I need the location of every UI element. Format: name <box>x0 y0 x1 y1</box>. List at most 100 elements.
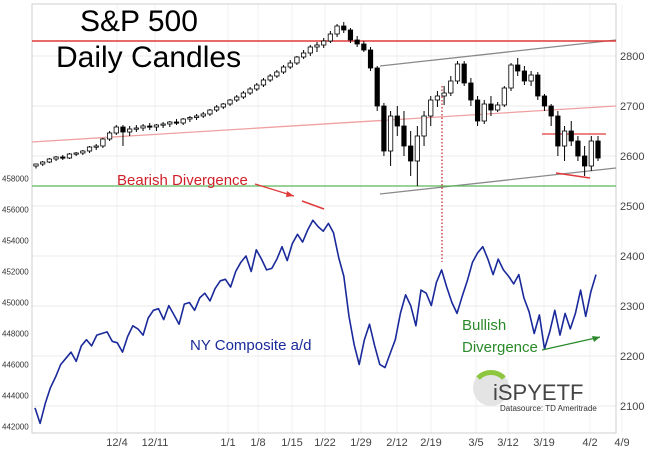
right-tick-label: 2600 <box>620 151 644 163</box>
candle-body-down <box>341 25 347 31</box>
candle <box>53 156 59 161</box>
channel-lower <box>379 167 617 195</box>
brand-logo-mark <box>473 370 509 406</box>
candle <box>441 86 447 105</box>
candle <box>40 161 46 166</box>
bullish-arrowhead <box>592 336 600 342</box>
x-tick-label: 4/2 <box>582 437 597 449</box>
candle <box>354 36 360 47</box>
candle <box>100 138 106 148</box>
candle-body-down <box>515 64 521 72</box>
candle <box>582 146 588 176</box>
candle <box>33 163 39 169</box>
candle-body-down <box>173 121 180 124</box>
trend-channel <box>379 39 617 195</box>
candle <box>595 136 601 161</box>
candle <box>461 61 467 86</box>
candle-body-up <box>321 40 327 46</box>
candle <box>254 83 260 91</box>
left-tick-label: 456000 <box>2 206 29 215</box>
candle <box>495 102 501 112</box>
right-tick-label: 2300 <box>620 301 644 313</box>
candle <box>387 111 394 166</box>
candle <box>347 28 354 43</box>
candle-body-down <box>461 63 467 84</box>
candle <box>193 114 200 120</box>
candle-body-up <box>127 128 133 133</box>
candle <box>127 126 133 136</box>
x-tick-label: 1/29 <box>350 437 371 449</box>
candle-body-down <box>595 140 601 159</box>
candle-body-up <box>240 92 247 98</box>
candle <box>401 111 407 156</box>
candle <box>515 58 521 76</box>
candle <box>220 103 226 109</box>
candle <box>434 91 441 107</box>
candle-body-up <box>414 135 420 162</box>
chart-subtitle: Daily Candles <box>56 41 241 74</box>
candle <box>394 106 400 136</box>
candle <box>414 126 420 186</box>
left-tick-label: 450000 <box>2 299 29 308</box>
candle-body-up <box>234 96 240 101</box>
candle-body-up <box>421 115 427 137</box>
candle-body-up <box>153 124 160 128</box>
candle-body-up <box>454 63 461 82</box>
x-tick-label: 3/12 <box>497 437 518 449</box>
candle-body-up <box>227 99 233 105</box>
candle <box>454 61 461 84</box>
candle-body-down <box>374 67 380 107</box>
candle <box>408 131 414 176</box>
bullish-divergence-label-line2: Divergence <box>462 339 538 356</box>
candle <box>508 63 514 91</box>
brand-logo-arc <box>476 370 506 380</box>
candle-body-up <box>167 121 173 125</box>
candle <box>361 41 367 52</box>
candle-body-up <box>80 150 86 154</box>
left-tick-label: 452000 <box>2 268 29 277</box>
candle-body-up <box>46 158 52 163</box>
candle <box>173 119 180 125</box>
candle-body-up <box>193 115 200 118</box>
candle <box>568 121 574 146</box>
left-tick-label: 458000 <box>2 175 29 184</box>
candle <box>327 31 333 43</box>
left-tick-label: 454000 <box>2 237 29 246</box>
candle-body-up <box>561 130 568 147</box>
x-tick-label: 1/22 <box>314 437 335 449</box>
candle <box>481 100 487 124</box>
candle-body-up <box>481 103 487 122</box>
x-tick-label: 3/19 <box>533 437 554 449</box>
x-tick-label: 3/5 <box>468 437 483 449</box>
candle-body-up <box>508 64 514 89</box>
candle-body-down <box>535 74 541 97</box>
candle-body-down <box>361 43 367 51</box>
candle-body-up <box>160 123 166 126</box>
candle-body-down <box>488 103 494 111</box>
candle <box>314 42 320 52</box>
x-tick-label: 1/8 <box>250 437 265 449</box>
candle <box>120 125 126 146</box>
candle <box>180 118 186 125</box>
candle <box>448 76 454 96</box>
candle <box>200 112 206 118</box>
candle <box>468 78 474 106</box>
brand-logo: iSPYETF Datasource: TD Ameritrade <box>473 370 597 413</box>
candle-body-up <box>187 117 193 120</box>
candle <box>541 94 548 111</box>
candle <box>214 105 220 112</box>
left-tick-label: 448000 <box>2 330 29 339</box>
left-tick-label: 446000 <box>2 361 29 370</box>
candle-body-up <box>220 103 226 108</box>
candle <box>73 152 79 156</box>
x-axis-ticks: 12/4 12/11 1/1 1/8 1/15 1/22 1/29 2/12 2/19 3/5 3/… <box>106 437 629 449</box>
candle-body-down <box>582 155 588 167</box>
candle <box>207 109 213 116</box>
candle-body-down <box>521 70 528 82</box>
price-divergence-mark <box>555 172 591 179</box>
candle-body-up <box>307 46 313 54</box>
candle-body-up <box>495 104 501 111</box>
ad-line <box>34 219 597 425</box>
right-tick-label: 2500 <box>620 201 644 213</box>
candle <box>521 66 528 85</box>
